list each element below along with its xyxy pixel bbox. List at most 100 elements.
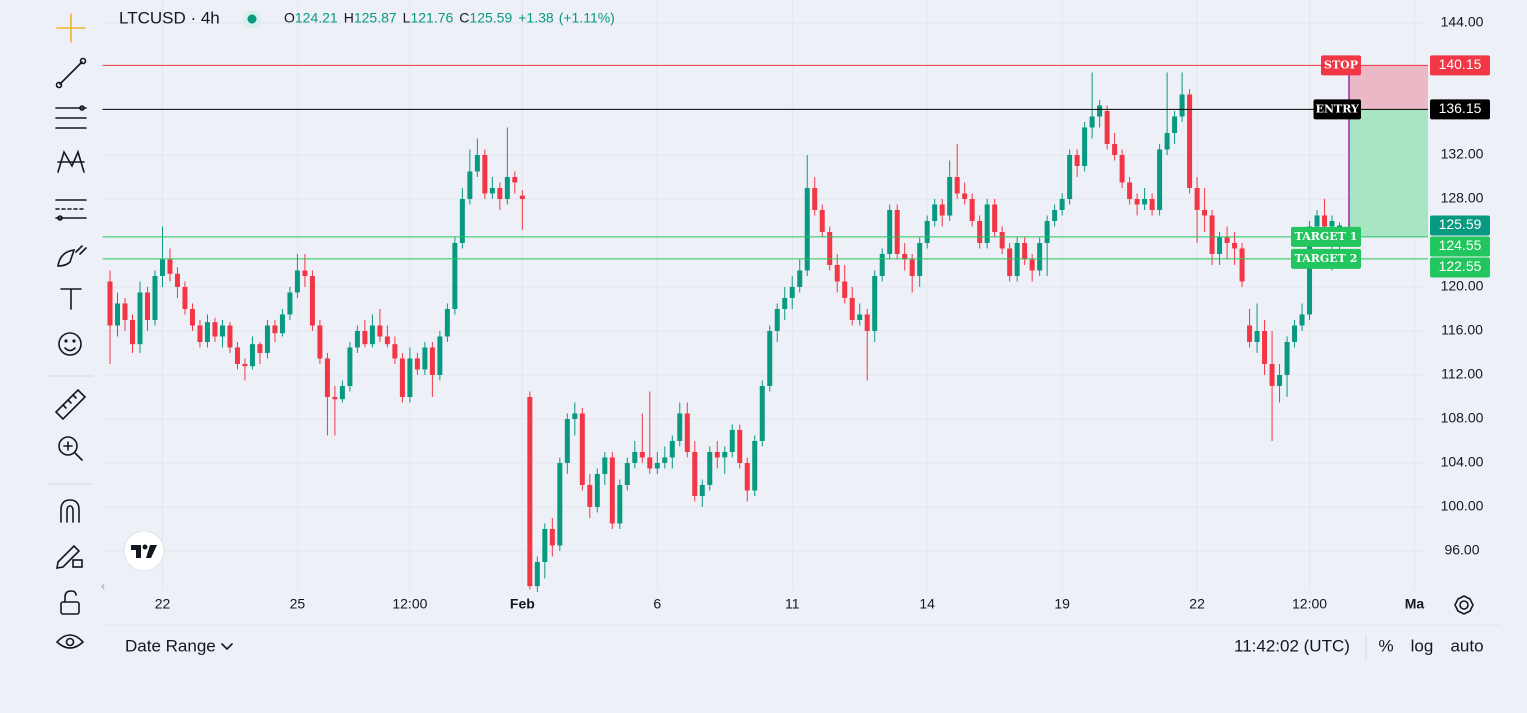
scale-button[interactable]: % [1378, 636, 1393, 655]
lock-icon[interactable] [60, 590, 80, 615]
forecast-icon[interactable] [55, 199, 87, 221]
candle-body [969, 198, 975, 221]
candle-body [564, 418, 570, 463]
candle-body [294, 270, 300, 293]
emoji-icon[interactable] [58, 332, 82, 356]
candle-body [1202, 209, 1208, 216]
candle-body [414, 358, 420, 370]
y-axis: 144.00 132.00 128.00 120.00 116.00 112.00 108.… [1430, 14, 1490, 558]
candle-body [324, 358, 330, 397]
candle-body [729, 429, 735, 452]
price-label: 125.59 [1439, 216, 1482, 232]
candle-body [114, 303, 120, 326]
candle-body [1232, 242, 1238, 249]
candle-body [714, 451, 720, 458]
candle-body [1284, 341, 1290, 375]
y-tick-label: 144.00 [1441, 14, 1484, 30]
x-tick-label: 12:00 [392, 596, 427, 612]
date-range-caret[interactable] [221, 643, 233, 651]
candle-body [1254, 330, 1260, 342]
candle-body [879, 253, 885, 276]
level-tag: ENTRY [1313, 99, 1361, 120]
scale-button[interactable]: auto [1450, 636, 1483, 655]
y-tick-label: 132.00 [1441, 146, 1484, 162]
candle-body [212, 322, 218, 337]
candle-body [692, 451, 698, 496]
x-tick-label: 25 [290, 596, 306, 612]
candle-body [392, 344, 398, 359]
candle-body [864, 314, 870, 331]
candle-body [1217, 237, 1223, 254]
x-tick-label: 12:00 [1292, 596, 1327, 612]
candle-body [812, 187, 818, 210]
candle-body [497, 187, 503, 199]
candle-body [947, 176, 953, 216]
ruler-icon[interactable] [54, 388, 87, 421]
candle-body [849, 297, 855, 320]
candle-body [534, 561, 540, 587]
candle-body [887, 209, 893, 254]
candle-body [587, 484, 593, 507]
price-label: 136.15 [1439, 100, 1482, 116]
ohlc-legend: O 124.21 H 125.87 L 121.76 C 125.59 +1.38 (+1.11%… [284, 10, 615, 26]
candle-body [699, 484, 705, 496]
settings-icon[interactable] [1454, 595, 1474, 615]
candle-body [474, 154, 480, 172]
candle-body [512, 176, 518, 183]
magnet-icon[interactable] [60, 499, 80, 523]
trend-line-icon[interactable] [55, 57, 87, 89]
candle-body [482, 154, 488, 194]
candle-body [872, 275, 878, 331]
candle-body [302, 270, 308, 276]
level-tag-bg [1321, 55, 1361, 76]
y-tick-label: 128.00 [1441, 190, 1484, 206]
scale-buttons: % log auto [1378, 636, 1483, 655]
date-range-button[interactable]: Date Range [125, 636, 216, 655]
pattern-icon[interactable] [57, 149, 85, 173]
scale-button[interactable]: log [1411, 636, 1434, 655]
candle-body [1029, 259, 1035, 271]
candle-body [1067, 154, 1073, 199]
candle-body [662, 457, 668, 463]
candle-body [317, 325, 323, 359]
candle-body [902, 253, 908, 260]
price-label-bg [1430, 55, 1490, 76]
candle-body [399, 358, 405, 397]
collapse-arrow[interactable]: ‹ [101, 579, 105, 593]
x-axis: 22 25 12:00 Feb 6 11 14 19 22 12:00 Ma [155, 596, 1425, 612]
text-icon[interactable] [60, 288, 82, 310]
candle-body [1164, 132, 1170, 150]
candle-body [249, 344, 255, 367]
candle-body [782, 297, 788, 309]
x-tick-label: 11 [785, 596, 800, 612]
candle-body [737, 429, 743, 463]
candle-body [459, 198, 465, 243]
candle-body [189, 308, 195, 326]
candle-body [467, 171, 473, 199]
crosshair-icon[interactable] [56, 13, 86, 43]
candle-body [429, 347, 435, 375]
candle-body [1134, 198, 1140, 205]
candle-body [152, 275, 158, 320]
x-tick-label: 22 [1189, 596, 1205, 612]
ohlc-name: O [284, 10, 295, 26]
y-tick-label: 96.00 [1444, 542, 1479, 558]
ohlc-change: (+1.11%) [559, 10, 615, 26]
candle-body [594, 473, 600, 507]
stop-zone [1349, 65, 1428, 110]
candle-body [744, 462, 750, 491]
candle-body [894, 209, 900, 254]
eye-icon[interactable] [55, 634, 85, 649]
candle-body [962, 193, 968, 199]
candle-body [1277, 374, 1283, 386]
price-label: 124.55 [1439, 237, 1482, 253]
lock-draw-icon[interactable] [56, 544, 83, 569]
candle-body [617, 484, 623, 524]
candle-body [1104, 110, 1110, 144]
candle-body [1209, 215, 1215, 254]
brush-icon[interactable] [57, 245, 87, 267]
fib-icon[interactable] [55, 105, 87, 129]
zoom-icon[interactable] [58, 436, 83, 461]
candle-body [1172, 116, 1178, 133]
candle-body [204, 322, 210, 342]
